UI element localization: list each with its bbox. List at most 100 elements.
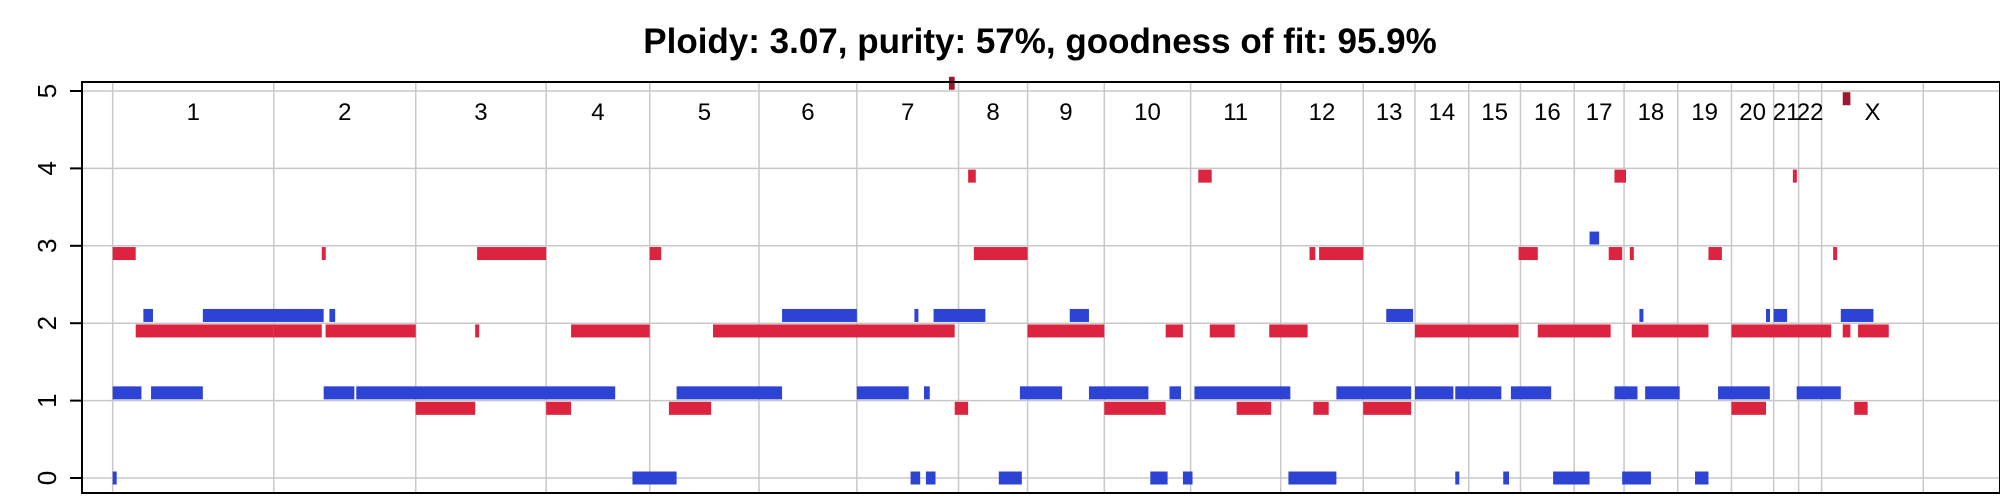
minor-segment (782, 308, 857, 322)
major-segment (1731, 324, 1832, 338)
minor-segment (924, 386, 930, 400)
minor-segment (329, 308, 336, 322)
y-tick-label: 4 (32, 161, 62, 175)
major-segment (1608, 247, 1623, 261)
major-segment (1319, 247, 1364, 261)
major-segment (321, 247, 326, 261)
minor-segment (112, 471, 117, 485)
minor-segment (1069, 308, 1089, 322)
chromosome-label: 18 (1638, 99, 1665, 126)
minor-segment (1796, 386, 1841, 400)
minor-segment (1019, 386, 1063, 400)
major-segment (1027, 324, 1105, 338)
minor-segment (1503, 471, 1509, 485)
chromosome-label: 4 (591, 99, 604, 126)
major-segment (973, 247, 1028, 261)
major-segment (1363, 401, 1412, 415)
major-segment (668, 401, 712, 415)
major-segment (1518, 247, 1538, 261)
major-segment (1792, 169, 1797, 183)
major-segment (713, 324, 955, 338)
minor-segment (1622, 471, 1651, 485)
minor-segment (323, 386, 355, 400)
chromosome-label: 12 (1309, 99, 1336, 126)
minor-segment (1194, 386, 1291, 400)
major-segment (1629, 247, 1634, 261)
chromosome-label: 14 (1429, 99, 1456, 126)
minor-segment (112, 386, 142, 400)
outlier-segment (948, 76, 955, 90)
grid (82, 82, 2000, 493)
segments (112, 76, 1889, 485)
chromosome-label: 21 (1773, 99, 1800, 126)
major-segment (1731, 401, 1767, 415)
y-tick-label: 3 (32, 239, 62, 253)
major-segment (477, 247, 547, 261)
major-segment (1313, 401, 1329, 415)
minor-segment (1182, 471, 1193, 485)
chromosome-label: 1 (187, 99, 200, 126)
chromosome-label: 3 (474, 99, 487, 126)
minor-segment (925, 471, 936, 485)
chromosome-label: 8 (986, 99, 999, 126)
minor-segment (1415, 386, 1454, 400)
major-segment (1209, 324, 1235, 338)
major-segment (571, 324, 650, 338)
chart-title: Ploidy: 3.07, purity: 57%, goodness of f… (643, 22, 1437, 61)
major-segment (1269, 324, 1308, 338)
major-segment (1631, 324, 1709, 338)
minor-segment (1639, 308, 1644, 322)
y-axis: 0 1 2 3 4 5 (32, 84, 82, 485)
y-tick-label: 2 (32, 316, 62, 330)
outlier-segment (1842, 92, 1851, 106)
major-segment (1614, 169, 1626, 183)
chromosome-label: 9 (1059, 99, 1072, 126)
major-segment (1858, 324, 1889, 338)
y-tick-label: 1 (32, 393, 62, 407)
major-segment (546, 401, 572, 415)
chromosome-label: 15 (1481, 99, 1508, 126)
minor-segment (632, 471, 677, 485)
minor-segment (151, 386, 203, 400)
minor-segment (1614, 386, 1638, 400)
y-tick-label: 0 (32, 471, 62, 485)
chromosome-label: 17 (1586, 99, 1613, 126)
minor-segment (1589, 231, 1600, 245)
major-segment (415, 401, 476, 415)
minor-segment (1386, 308, 1414, 322)
y-tick-label: 5 (32, 84, 62, 98)
major-segment (135, 324, 274, 338)
minor-segment (1840, 308, 1874, 322)
minor-segment (1773, 308, 1788, 322)
chromosome-label: 5 (698, 99, 711, 126)
minor-segment (202, 308, 324, 322)
minor-segment (1766, 308, 1771, 322)
major-segment (325, 324, 416, 338)
major-segment (1537, 324, 1611, 338)
minor-segment (1695, 471, 1709, 485)
minor-segment (356, 386, 616, 400)
minor-segment (1088, 386, 1149, 400)
major-segment (1708, 247, 1722, 261)
major-segment (1236, 401, 1272, 415)
minor-segment (676, 386, 783, 400)
major-segment (1309, 247, 1316, 261)
major-segment (1854, 401, 1868, 415)
major-segment (954, 401, 969, 415)
minor-segment (1150, 471, 1168, 485)
chromosome-label: 7 (901, 99, 914, 126)
minor-segment (1336, 386, 1412, 400)
major-segment (1104, 401, 1166, 415)
chromosome-label: 10 (1134, 99, 1161, 126)
major-segment (1165, 324, 1183, 338)
major-segment (649, 247, 662, 261)
minor-segment (1455, 471, 1460, 485)
minor-segment (1510, 386, 1552, 400)
major-segment (475, 324, 480, 338)
minor-segment (1645, 386, 1680, 400)
minor-segment (1169, 386, 1182, 400)
major-segment (1198, 169, 1212, 183)
major-segment (1833, 247, 1838, 261)
plot-frame (81, 81, 2000, 494)
minor-segment (933, 308, 986, 322)
